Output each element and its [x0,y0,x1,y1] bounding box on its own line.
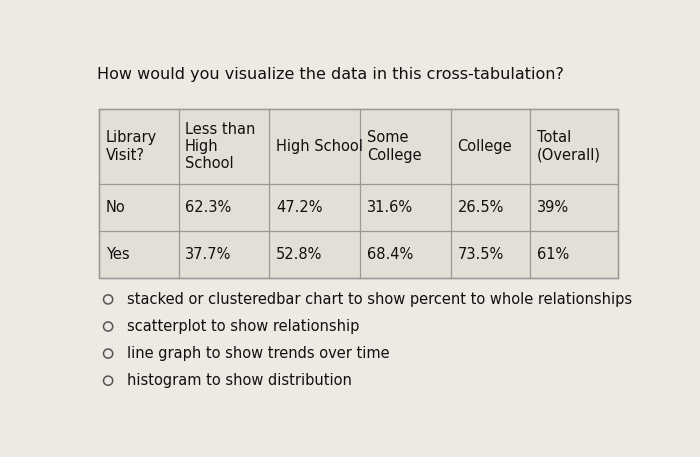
Text: 68.4%: 68.4% [367,247,413,262]
Text: 61%: 61% [537,247,569,262]
Text: 52.8%: 52.8% [276,247,322,262]
Text: stacked or clustered​bar chart to show percent to whole relationships: stacked or clustered​bar chart to show p… [127,292,631,307]
Text: 31.6%: 31.6% [367,200,413,215]
Text: Total
(Overall): Total (Overall) [537,130,601,163]
Text: 37.7%: 37.7% [185,247,232,262]
FancyBboxPatch shape [99,109,618,278]
Text: 39%: 39% [537,200,569,215]
Text: No: No [106,200,126,215]
Text: Library
Visit?: Library Visit? [106,130,158,163]
Text: 73.5%: 73.5% [458,247,504,262]
Text: 26.5%: 26.5% [458,200,504,215]
Text: line graph to show trends over time: line graph to show trends over time [127,346,389,361]
Text: How would you visualize the data in this cross-tabulation?: How would you visualize the data in this… [97,67,564,82]
Text: Yes: Yes [106,247,130,262]
Text: College: College [458,139,512,154]
Text: 62.3%: 62.3% [185,200,231,215]
Text: High School: High School [276,139,363,154]
Text: Some
College: Some College [367,130,421,163]
Text: histogram to show distribution: histogram to show distribution [127,373,351,388]
Text: Less than
High
School: Less than High School [185,122,256,171]
Text: scatterplot to show relationship: scatterplot to show relationship [127,319,359,334]
Text: 47.2%: 47.2% [276,200,323,215]
